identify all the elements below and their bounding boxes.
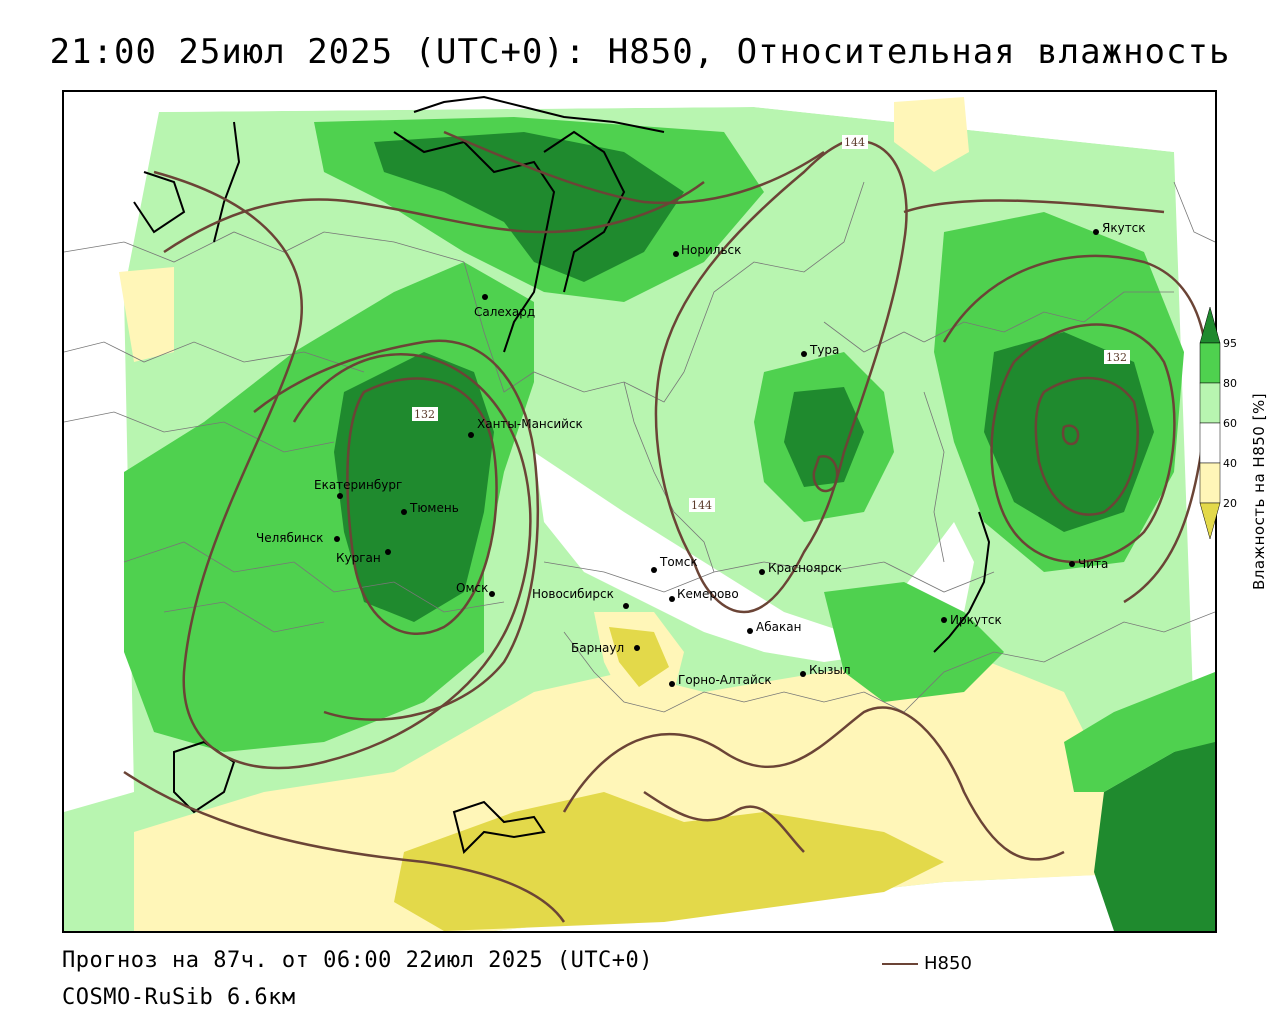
coast-yamal [393, 131, 556, 353]
contour-legend: H850 [882, 953, 972, 974]
outside-domain-ne [754, 92, 1215, 162]
city-label: Тура [809, 343, 839, 357]
colorbar-tick: 60 [1223, 417, 1237, 430]
lake-baikal [933, 511, 991, 653]
city-label: Кызыл [809, 663, 851, 677]
contour-yakutia-small [1061, 424, 1080, 446]
contour-140-east [903, 199, 1165, 214]
coast-gydan [543, 130, 626, 293]
colorbar-band-60 [1199, 422, 1221, 464]
contour-140-north [163, 180, 705, 254]
contour-south [123, 770, 566, 923]
colorbar-band-80 [1199, 382, 1221, 424]
contour-136-west [153, 170, 532, 770]
city-label: Омск [456, 581, 488, 595]
contour-128-east [1034, 376, 1139, 516]
city-label: Тюмень [409, 501, 459, 515]
city-markers [334, 229, 1099, 687]
city-label: Томск [659, 555, 698, 569]
contour-label-group: 144 132 144 132 [412, 135, 1130, 512]
city-label: Салехард [474, 305, 535, 319]
map-area[interactable]: 144 132 144 132 [62, 90, 1217, 933]
page-title: 21:00 25июл 2025 (UTC+0): H850, Относите… [49, 32, 1231, 72]
h850-contours [123, 130, 1209, 923]
contour-legend-swatch [882, 962, 918, 965]
forecast-info: Прогноз на 87ч. от 06:00 22июл 2025 (UTC… [62, 948, 654, 973]
city-label: Ханты-Мансийск [477, 417, 583, 431]
contour-south-central [562, 706, 1065, 861]
moist-zone-far-east [1064, 672, 1215, 792]
very-dry-zone-south [394, 792, 944, 931]
contour-legend-label: H850 [924, 953, 972, 974]
contour-144-north [443, 130, 825, 205]
very-moist-zone-far-east [1094, 732, 1215, 931]
city-label: Екатеринбург [314, 478, 402, 492]
outside-domain-west [64, 92, 159, 812]
colorbar-band-95 [1199, 342, 1221, 384]
colorbar-tick: 80 [1223, 377, 1237, 390]
coast-arctic-west [133, 171, 186, 234]
moist-zone-sayan [824, 582, 1004, 702]
colorbar-bottom-arrow [1199, 502, 1221, 540]
colorbar-tick: 95 [1223, 337, 1237, 350]
model-info: COSMO-RuSib 6.6км [62, 985, 296, 1010]
contour-tura-small [812, 455, 839, 493]
very-moist-zone-tyumen [334, 352, 494, 622]
contour-136-east [942, 254, 1209, 604]
city-label: Якутск [1102, 221, 1146, 235]
dry-zone-northeast [894, 97, 969, 172]
contour-132-west [346, 377, 498, 636]
dry-zone-west [119, 267, 174, 362]
very-dry-zone-barnaul [609, 627, 669, 687]
city-label: Барнаул [571, 641, 624, 655]
colorbar-band-40 [1199, 462, 1221, 504]
contour-140-west [253, 339, 539, 721]
colorbar-tick: 20 [1223, 497, 1237, 510]
city-label: Курган [336, 551, 381, 565]
contour-144-center [654, 139, 908, 614]
coast-aral [452, 800, 546, 854]
city-labels: Салехард Норильск Якутск Тура Ханты-Манс… [256, 221, 1146, 687]
city-label: Абакан [756, 620, 801, 634]
outside-domain-north [159, 92, 754, 112]
colorbar-top-arrow [1199, 306, 1221, 344]
city-label: Кемерово [677, 587, 739, 601]
very-moist-zone-arctic [374, 132, 684, 282]
city-label: Иркутск [950, 613, 1002, 627]
city-label: Горно-Алтайск [678, 673, 772, 687]
neutral-zone-center [534, 452, 974, 662]
coast-caspian [173, 740, 236, 814]
colorbar: 95 80 60 40 20 [1199, 306, 1237, 540]
humidity-fields [64, 92, 1215, 931]
city-label: Чита [1078, 557, 1108, 571]
contour-label: 144 [691, 499, 712, 512]
very-moist-zone-tura [784, 387, 864, 487]
contour-132-east [990, 323, 1176, 564]
contour-label: 132 [414, 408, 435, 421]
colorbar-title: Влажность на H850 [%] [1250, 392, 1268, 590]
contour-label: 132 [1106, 351, 1127, 364]
contour-label: 144 [844, 136, 865, 149]
contour-south-2 [643, 790, 805, 853]
coastlines [133, 95, 991, 854]
city-label: Новосибирск [532, 587, 614, 601]
colorbar-tick: 40 [1223, 457, 1237, 470]
humidity-map: 144 132 144 132 [64, 92, 1215, 931]
city-label: Красноярск [768, 561, 842, 575]
coast-kara [413, 95, 665, 133]
city-label: Челябинск [256, 531, 323, 545]
city-label: Норильск [681, 243, 741, 257]
